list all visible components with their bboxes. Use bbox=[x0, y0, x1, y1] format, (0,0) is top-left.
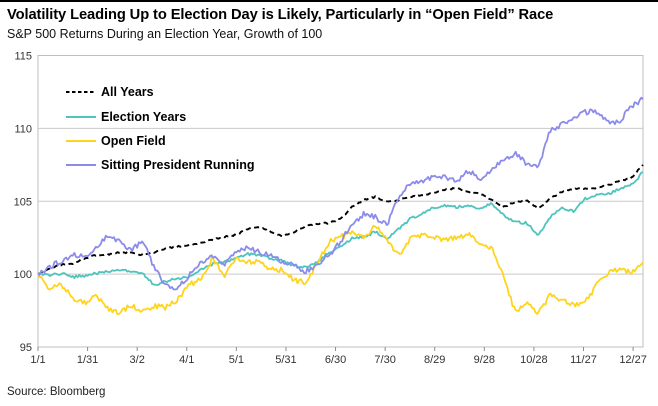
y-tick-label: 100 bbox=[14, 269, 32, 281]
series-line-all-years bbox=[37, 164, 644, 275]
y-tick-label: 115 bbox=[14, 51, 32, 63]
series-line-sitting-president-running bbox=[37, 96, 644, 291]
legend-item-all-years: All Years bbox=[66, 80, 254, 104]
legend-label: All Years bbox=[101, 85, 154, 100]
legend-item-election-years: Election Years bbox=[66, 104, 254, 128]
x-tick-label: 9/28 bbox=[474, 354, 495, 366]
x-tick-label: 3/2 bbox=[130, 354, 145, 366]
page-title: Volatility Leading Up to Election Day is… bbox=[7, 7, 554, 23]
legend-label: Election Years bbox=[101, 109, 187, 124]
x-tick-label: 4/1 bbox=[179, 354, 194, 366]
x-tick-label: 1/31 bbox=[77, 354, 98, 366]
page-subtitle: S&P 500 Returns During an Election Year,… bbox=[7, 27, 323, 41]
y-tick-label: 105 bbox=[14, 196, 32, 208]
legend-swatch-line-icon bbox=[66, 164, 96, 167]
legend-swatch-line-icon bbox=[66, 91, 96, 94]
x-tick-label: 11/27 bbox=[570, 354, 597, 366]
x-tick-label: 6/30 bbox=[325, 354, 346, 366]
legend-item-open-field: Open Field bbox=[66, 129, 254, 153]
series-line-open-field bbox=[37, 224, 644, 316]
y-tick-label: 110 bbox=[14, 123, 32, 135]
x-tick-label: 12/27 bbox=[619, 354, 647, 366]
legend-swatch-line-icon bbox=[66, 139, 96, 142]
chart-legend: All Years Election Years Open Field Sitting… bbox=[66, 80, 254, 178]
x-tick-label: 8/29 bbox=[424, 354, 445, 366]
legend-swatch-line-icon bbox=[66, 115, 96, 118]
top-rule bbox=[0, 0, 658, 2]
x-tick-label: 7/30 bbox=[374, 354, 395, 366]
y-tick-label: 95 bbox=[20, 342, 32, 354]
legend-label: Open Field bbox=[101, 133, 166, 148]
x-tick-label: 5/31 bbox=[275, 354, 296, 366]
x-tick-label: 1/1 bbox=[30, 354, 45, 366]
source-note: Source: Bloomberg bbox=[7, 386, 106, 398]
x-tick-label: 10/28 bbox=[520, 354, 548, 366]
legend-label: Sitting President Running bbox=[101, 158, 255, 173]
x-tick-label: 5/1 bbox=[229, 354, 244, 366]
legend-item-sitting-president-running: Sitting President Running bbox=[66, 153, 254, 177]
series-line-election-years bbox=[37, 171, 644, 286]
plot-border bbox=[37, 55, 644, 348]
